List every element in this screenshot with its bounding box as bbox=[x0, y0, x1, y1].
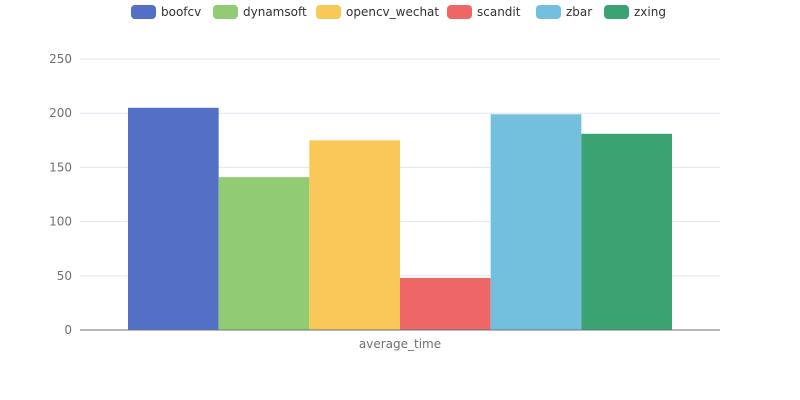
legend-item-opencv_wechat[interactable]: opencv_wechat bbox=[316, 5, 439, 19]
legend-label: scandit bbox=[477, 5, 521, 19]
legend-swatch bbox=[213, 5, 238, 19]
legend-item-boofcv[interactable]: boofcv bbox=[131, 5, 201, 19]
x-axis-category-labels: average_time bbox=[359, 337, 441, 351]
y-tick-label: 50 bbox=[57, 269, 72, 283]
legend-label: opencv_wechat bbox=[346, 5, 439, 19]
y-tick-label: 250 bbox=[49, 52, 72, 66]
y-tick-label: 150 bbox=[49, 160, 72, 174]
x-category-label: average_time bbox=[359, 337, 441, 351]
bar-boofcv[interactable] bbox=[128, 107, 219, 330]
legend-label: dynamsoft bbox=[243, 5, 307, 19]
bar-zbar[interactable] bbox=[490, 114, 582, 330]
legend-label: boofcv bbox=[161, 5, 201, 19]
bar-scandit[interactable] bbox=[400, 277, 491, 330]
legend-item-dynamsoft[interactable]: dynamsoft bbox=[213, 5, 307, 19]
y-tick-label: 200 bbox=[49, 106, 72, 120]
y-axis-tick-labels: 0 50 100 150 200 250 bbox=[49, 52, 72, 337]
legend-item-zbar[interactable]: zbar bbox=[536, 5, 592, 19]
bar-series bbox=[128, 107, 672, 330]
y-tick-label: 0 bbox=[64, 323, 72, 337]
legend-swatch bbox=[447, 5, 472, 19]
legend-swatch bbox=[604, 5, 629, 19]
bar-zxing[interactable] bbox=[581, 133, 672, 330]
legend-label: zbar bbox=[566, 5, 592, 19]
bar-dynamsoft[interactable] bbox=[218, 177, 310, 330]
legend-label: zxing bbox=[634, 5, 666, 19]
y-tick-label: 100 bbox=[49, 215, 72, 229]
legend-swatch bbox=[316, 5, 341, 19]
legend-item-zxing[interactable]: zxing bbox=[604, 5, 666, 19]
legend: boofcv dynamsoft opencv_wechat scandit zbar z… bbox=[131, 5, 666, 19]
bar-opencv_wechat[interactable] bbox=[309, 140, 400, 330]
legend-item-scandit[interactable]: scandit bbox=[447, 5, 521, 19]
legend-swatch bbox=[536, 5, 561, 19]
legend-swatch bbox=[131, 5, 156, 19]
